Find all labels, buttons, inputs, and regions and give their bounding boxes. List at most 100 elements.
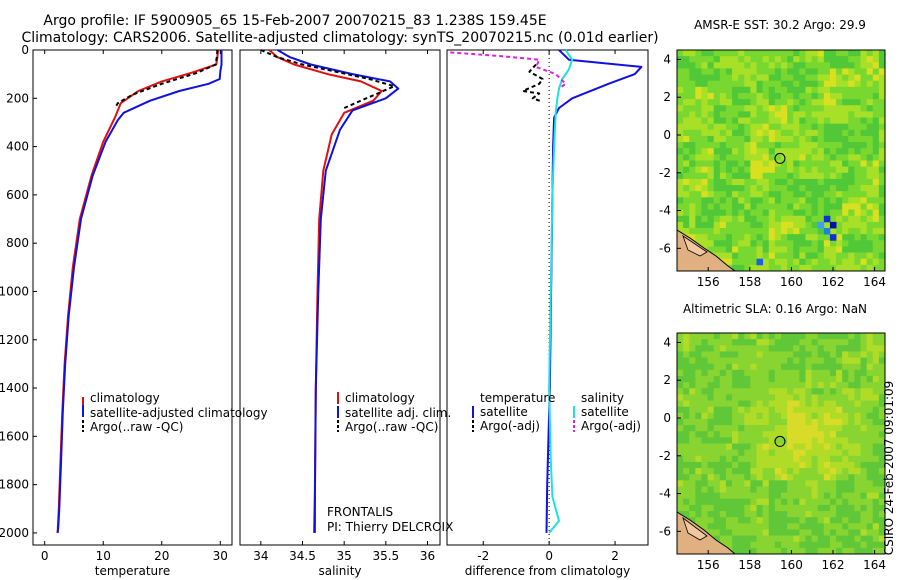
heatmap-cell [872, 498, 880, 506]
heatmap-cell [829, 517, 837, 524]
heatmap-cell [793, 258, 800, 266]
heatmap-cell [774, 511, 782, 518]
heatmap-cell [799, 172, 806, 180]
heatmap-cell [756, 449, 764, 457]
heatmap-cell [762, 412, 770, 420]
heatmap-cell [738, 480, 745, 487]
heatmap-cell [787, 388, 794, 395]
heatmap-cell [872, 547, 880, 554]
heatmap-cell [713, 154, 721, 161]
heatmap-cell [725, 215, 733, 223]
heatmap-cell [878, 345, 885, 352]
heatmap-cell [732, 498, 739, 506]
heatmap-cell [707, 382, 715, 389]
heatmap-cell [762, 178, 770, 186]
heatmap-cell [866, 492, 874, 500]
heatmap-cell [725, 363, 733, 371]
heatmap-cell [719, 449, 727, 457]
heatmap-cell [768, 68, 776, 75]
heatmap-cell [774, 541, 782, 549]
heatmap-cell [842, 99, 849, 106]
heatmap-cell [787, 240, 794, 247]
heatmap-cell [878, 154, 885, 161]
heatmap-cell [732, 400, 739, 408]
heatmap-cell [762, 363, 770, 371]
heatmap-cell [805, 455, 812, 463]
heatmap-cell [854, 400, 861, 408]
heatmap-cell [762, 511, 770, 518]
heatmap-cell [787, 68, 794, 75]
heatmap-cell [787, 74, 794, 82]
heatmap-cell [781, 86, 788, 94]
y-tick-label: 2000 [0, 526, 29, 540]
heatmap-cell [878, 86, 885, 94]
temperature-series-line [114, 49, 219, 109]
heatmap-cell [787, 234, 794, 241]
island-shape [677, 511, 736, 554]
heatmap-cell [744, 135, 751, 143]
heatmap-cell [781, 474, 788, 481]
heatmap-cell [878, 443, 885, 451]
heatmap-cell [799, 185, 806, 192]
heatmap-cell [738, 486, 745, 494]
heatmap-cell [762, 92, 770, 100]
heatmap-cell [774, 363, 782, 371]
heatmap-cell [762, 369, 770, 377]
heatmap-cell [781, 117, 788, 125]
heatmap-cell [805, 80, 812, 88]
heatmap-cell [781, 504, 788, 512]
heatmap-cell [695, 406, 702, 414]
heatmap-cell [829, 209, 837, 217]
heatmap-cell [750, 74, 757, 82]
heatmap-cell [805, 425, 812, 432]
heatmap-cell [787, 264, 794, 271]
heatmap-cell [854, 148, 861, 155]
heatmap-cell [872, 523, 880, 530]
heatmap-cell [768, 474, 776, 481]
heatmap-cell [781, 369, 788, 377]
heatmap-cell [781, 154, 788, 161]
heatmap-cell [732, 92, 739, 100]
sla-heatmap-cells [677, 333, 885, 554]
heatmap-cell [854, 166, 861, 174]
heatmap-cell [836, 117, 843, 125]
heatmap-cell [799, 504, 806, 512]
heatmap-cell [872, 400, 880, 408]
heatmap-cell [787, 148, 794, 155]
heatmap-cell [707, 197, 715, 204]
heatmap-cell [793, 547, 800, 554]
heatmap-cell [811, 74, 819, 82]
heatmap-cell [781, 129, 788, 137]
heatmap-cell [707, 425, 715, 432]
heatmap-cell [860, 375, 868, 383]
heatmap-cell [872, 339, 880, 346]
heatmap-cell [713, 418, 721, 426]
heatmap-cell [732, 111, 739, 118]
heatmap-cell [750, 431, 757, 438]
heatmap-cell [756, 468, 764, 475]
x-tick-label: 34.5 [289, 549, 316, 563]
heatmap-cell [725, 148, 733, 155]
heatmap-cell [750, 504, 757, 512]
heatmap-cell [677, 375, 684, 383]
heatmap-cell [756, 92, 764, 100]
heatmap-cell [762, 117, 770, 125]
y-tick-label: -6 [659, 524, 671, 538]
heatmap-cell [860, 117, 868, 125]
heatmap-cell [878, 369, 885, 377]
heatmap-cell [732, 160, 739, 168]
heatmap-cell [738, 160, 745, 168]
x-tick-label: 158 [738, 275, 761, 289]
heatmap-cell [829, 111, 837, 118]
heatmap-cell [823, 547, 831, 554]
heatmap-cell [805, 246, 812, 253]
heatmap-cell [732, 62, 739, 69]
heatmap-cell [787, 166, 794, 174]
heatmap-cell [738, 99, 745, 106]
heatmap-cell [805, 50, 812, 57]
heatmap-cell [787, 252, 794, 260]
heatmap-cell [695, 129, 702, 137]
heatmap-cell [866, 240, 874, 247]
heatmap-cell [750, 345, 757, 352]
heatmap-cell [683, 437, 690, 444]
